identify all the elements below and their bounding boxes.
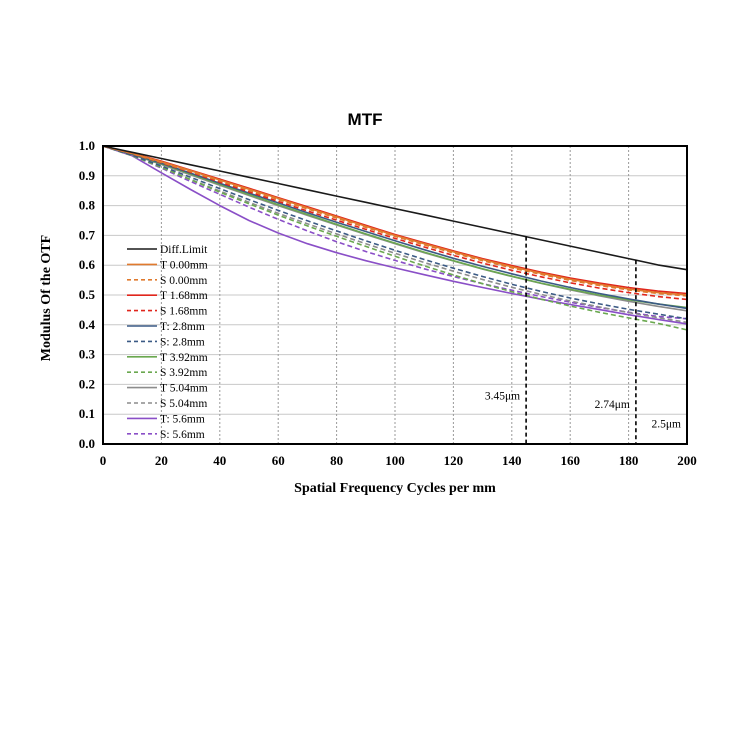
legend-label: S 0.00mm	[160, 275, 207, 287]
series-line	[102, 145, 688, 297]
y-axis-title: Modulus Of the OTF	[39, 235, 54, 361]
series-layer	[102, 145, 688, 331]
series-line	[102, 145, 688, 296]
y-tick-label: 0.1	[79, 406, 95, 421]
y-tick-label: 0.6	[79, 257, 96, 272]
legend-label: T 5.04mm	[160, 383, 208, 395]
legend-label: S 3.92mm	[160, 367, 207, 379]
y-tick-label: 0.9	[79, 168, 96, 183]
legend-label: S: 2.8mm	[160, 336, 205, 348]
annotation-layer: 3.45μm 2.74μm 2.5μm	[485, 236, 682, 444]
tick-layer: 0.0 0.1 0.2 0.3 0.4 0.5 0.6 0.7 0.8 0.9 1.0 0 20 40 60…	[79, 138, 697, 468]
legend-label: T: 2.8mm	[160, 321, 205, 333]
chart-title: MTF	[348, 110, 383, 129]
legend-label: S 5.04mm	[160, 398, 207, 410]
legend-label: T: 5.6mm	[160, 413, 205, 425]
cutoff-label: 2.74μm	[595, 399, 630, 411]
y-tick-label: 0.8	[79, 198, 96, 213]
legend-label: Diff.Limit	[160, 244, 208, 256]
cutoff-label: 3.45μm	[485, 390, 520, 402]
y-tick-label: 0.5	[79, 287, 96, 302]
x-axis-title: Spatial Frequency Cycles per mm	[294, 481, 496, 496]
legend-label: S 1.68mm	[160, 306, 207, 318]
plot-frame	[102, 145, 688, 445]
x-tick-label: 120	[444, 453, 464, 468]
x-tick-label: 20	[155, 453, 168, 468]
y-tick-label: 0.0	[79, 436, 95, 451]
cutoff-label: 2.5μm	[652, 419, 682, 431]
x-tick-label: 80	[330, 453, 343, 468]
y-tick-label: 0.3	[79, 347, 96, 362]
series-line	[102, 145, 688, 301]
legend-label: S: 5.6mm	[160, 429, 205, 441]
series-line	[102, 145, 688, 309]
x-tick-label: 60	[272, 453, 285, 468]
x-tick-label: 100	[385, 453, 405, 468]
series-line	[102, 145, 688, 331]
x-tick-label: 40	[213, 453, 226, 468]
series-line	[102, 145, 688, 325]
x-tick-label: 200	[677, 453, 697, 468]
y-tick-label: 0.7	[79, 227, 96, 242]
x-tick-label: 180	[619, 453, 639, 468]
y-tick-label: 1.0	[79, 138, 95, 153]
y-tick-label: 0.4	[79, 317, 96, 332]
series-line	[102, 145, 688, 271]
legend-label: T 1.68mm	[160, 290, 208, 302]
legend-label: T 0.00mm	[160, 259, 208, 271]
x-tick-label: 0	[100, 453, 107, 468]
x-tick-label: 140	[502, 453, 522, 468]
legend-label: T 3.92mm	[160, 352, 208, 364]
series-line	[102, 145, 688, 310]
legend: Diff.Limit T 0.00mm S 0.00mm T 1.68mm S 1.68…	[127, 244, 208, 441]
x-tick-label: 160	[560, 453, 580, 468]
y-tick-label: 0.2	[79, 376, 95, 391]
